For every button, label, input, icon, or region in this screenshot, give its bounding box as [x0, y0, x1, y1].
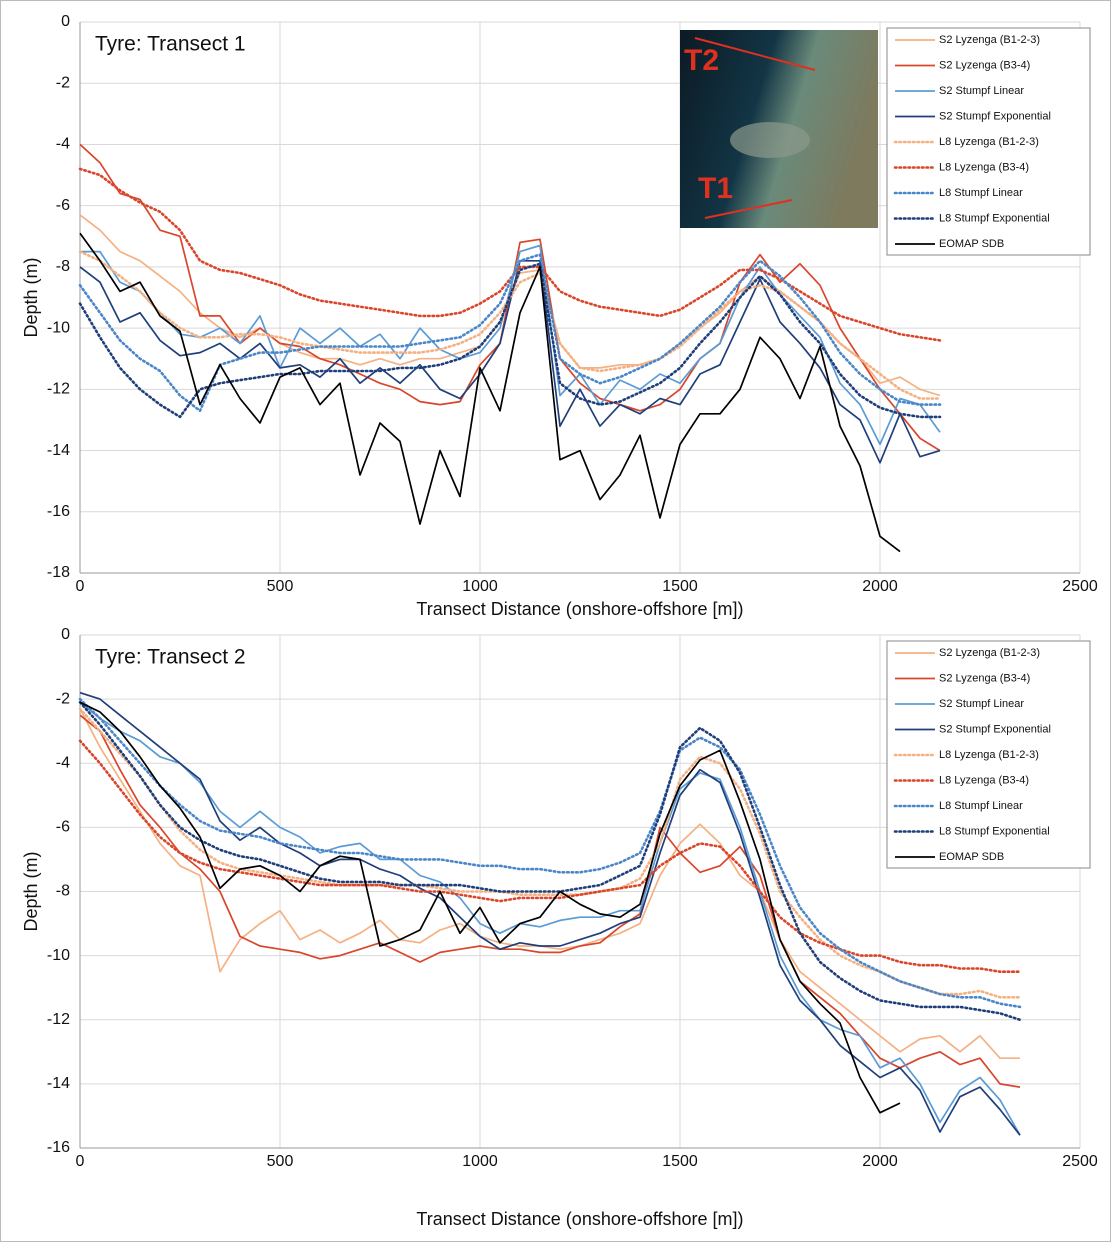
y-axis-label: Depth (m) — [21, 851, 41, 931]
y-tick-label: -8 — [56, 883, 70, 900]
x-tick-label: 1000 — [462, 578, 498, 595]
inset-label: T1 — [698, 172, 733, 205]
series-line — [78, 697, 1022, 1009]
legend-label: L8 Stumpf Linear — [939, 800, 1023, 812]
inset-map: T2 T1 — [680, 30, 878, 228]
y-tick-label: -8 — [56, 258, 70, 275]
chart: 0 -2 -4 -6 -8 -10 -12 -14 -16 0 500 1000 1500 2000 250… — [21, 626, 1098, 1229]
legend-label: S2 Stumpf Exponential — [939, 723, 1051, 735]
series-line — [79, 708, 1020, 1060]
series-line — [79, 232, 901, 553]
series-line — [80, 244, 941, 446]
legend-label: S2 Stumpf Linear — [939, 85, 1024, 97]
y-axis-label: Depth (m) — [21, 257, 41, 337]
x-tick-label: 1500 — [662, 578, 698, 595]
y-tick-label: -6 — [56, 197, 70, 214]
x-tick-label: 2500 — [1062, 1153, 1098, 1170]
x-tick-label: 500 — [267, 578, 294, 595]
inset-label: T2 — [684, 44, 719, 77]
legend-label: L8 Lyzenga (B3-4) — [939, 774, 1029, 786]
legend-label: L8 Lyzenga (B3-4) — [939, 161, 1029, 173]
legend-label: L8 Stumpf Exponential — [939, 212, 1050, 224]
legend-label: L8 Stumpf Exponential — [939, 825, 1050, 837]
x-axis-label: Transect Distance (onshore-offshore [m]) — [416, 599, 743, 619]
series-line — [79, 259, 941, 464]
y-tick-label: 0 — [61, 626, 70, 643]
series-line — [79, 691, 1021, 1136]
x-tick-label: 1000 — [462, 1153, 498, 1170]
series-line — [78, 707, 1022, 999]
inset-transect-line — [704, 199, 793, 219]
y-tick-label: -12 — [47, 381, 70, 398]
y-tick-label: -10 — [47, 947, 70, 964]
y-tick-label: -18 — [47, 564, 70, 581]
series-line — [79, 701, 901, 1114]
series-line — [78, 701, 1022, 1022]
y-tick-label: -4 — [56, 136, 70, 153]
chart-title: Tyre: Transect 2 — [95, 646, 246, 669]
x-tick-label: 0 — [76, 578, 85, 595]
inset-land — [730, 122, 810, 158]
chart: 0 -2 -4 -6 -8 -10 -12 -14 -16 -18 0 500 1000 1500 2000… — [21, 13, 1098, 619]
y-tick-label: -12 — [47, 1011, 70, 1028]
legend-label: L8 Stumpf Linear — [939, 187, 1023, 199]
y-tick-label: -6 — [56, 819, 70, 836]
y-tick-label: -14 — [47, 1075, 70, 1092]
legend-label: S2 Lyzenga (B1-2-3) — [939, 34, 1040, 46]
series-line — [78, 262, 942, 419]
legend-label: L8 Lyzenga (B1-2-3) — [939, 136, 1039, 148]
x-tick-label: 1500 — [662, 1153, 698, 1170]
x-axis-label: Transect Distance (onshore-offshore [m]) — [416, 1209, 743, 1229]
series-line — [78, 167, 942, 342]
legend-label: S2 Lyzenga (B1-2-3) — [939, 647, 1040, 659]
x-tick-label: 2500 — [1062, 578, 1098, 595]
x-tick-label: 0 — [76, 1153, 85, 1170]
legend-label: S2 Stumpf Linear — [939, 698, 1024, 710]
series-line — [79, 701, 1021, 1136]
inset-transect-line — [694, 37, 816, 71]
legend-label: L8 Lyzenga (B1-2-3) — [939, 749, 1039, 761]
y-tick-label: -2 — [56, 74, 70, 91]
y-tick-label: -16 — [47, 1139, 70, 1156]
x-tick-label: 2000 — [862, 1153, 898, 1170]
x-tick-label: 500 — [267, 1153, 294, 1170]
x-tick-label: 2000 — [862, 578, 898, 595]
y-tick-label: -4 — [56, 754, 70, 771]
legend-label: S2 Lyzenga (B3-4) — [939, 59, 1030, 71]
legend-label: EOMAP SDB — [939, 851, 1004, 863]
legend-label: S2 Lyzenga (B3-4) — [939, 672, 1030, 684]
chart-title: Tyre: Transect 1 — [95, 33, 246, 56]
y-tick-label: -14 — [47, 442, 70, 459]
legend-label: S2 Stumpf Exponential — [939, 110, 1051, 122]
legend-label: EOMAP SDB — [939, 238, 1004, 250]
y-tick-label: 0 — [61, 13, 70, 30]
y-tick-label: -2 — [56, 690, 70, 707]
y-tick-label: -10 — [47, 319, 70, 336]
series-line — [78, 253, 942, 413]
y-tick-label: -16 — [47, 503, 70, 520]
